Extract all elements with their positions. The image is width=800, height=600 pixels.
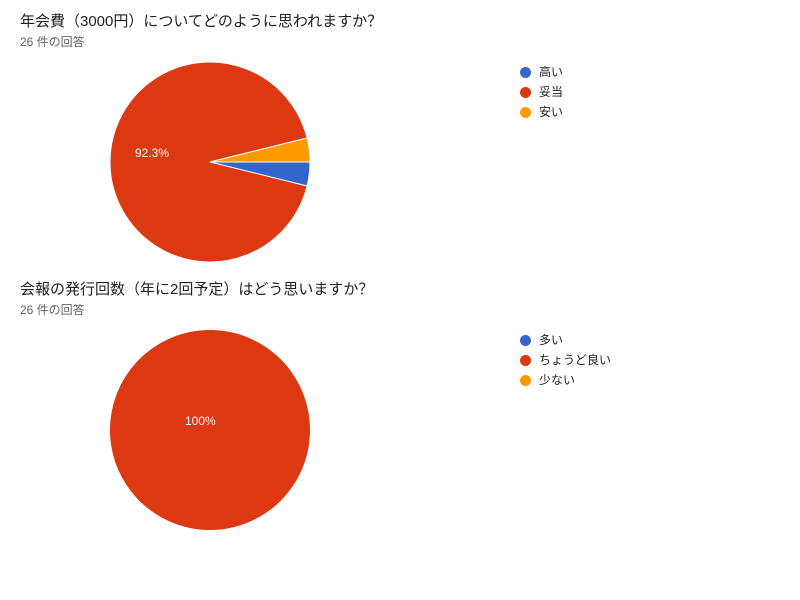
legend-item: ちょうど良い: [520, 352, 611, 368]
legend-item: 安い: [520, 104, 563, 120]
pie-wrap-2: 100%: [20, 326, 400, 534]
question-title-1: 年会費（3000円）についてどのように思われますか？: [20, 10, 780, 31]
legend-label: ちょうど良い: [539, 352, 611, 368]
legend-label: 安い: [539, 104, 563, 120]
legend-swatch: [520, 87, 531, 98]
response-count-1: 26 件の回答: [20, 33, 780, 50]
chart-row-2: 100% 多いちょうど良い少ない: [20, 326, 780, 534]
legend-item: 多い: [520, 332, 611, 348]
legend-label: 高い: [539, 64, 563, 80]
pie-wrap-1: 92.3%: [20, 58, 400, 266]
legend-label: 多い: [539, 332, 563, 348]
question-block-1: 年会費（3000円）についてどのように思われますか？ 26 件の回答 92.3%…: [20, 10, 780, 266]
response-count-2: 26 件の回答: [20, 301, 780, 318]
legend-swatch: [520, 107, 531, 118]
legend-swatch: [520, 375, 531, 386]
chart-row-1: 92.3% 高い妥当安い: [20, 58, 780, 266]
legend-label: 少ない: [539, 372, 575, 388]
legend-swatch: [520, 67, 531, 78]
pie-chart-2: [100, 326, 320, 534]
pie-slice: [110, 330, 310, 530]
legend-label: 妥当: [539, 84, 563, 100]
question-title-2: 会報の発行回数（年に2回予定）はどう思いますか？: [20, 278, 780, 299]
legend-1: 高い妥当安い: [400, 58, 563, 124]
pie-chart-1: [100, 58, 320, 266]
legend-item: 少ない: [520, 372, 611, 388]
question-block-2: 会報の発行回数（年に2回予定）はどう思いますか？ 26 件の回答 100% 多い…: [20, 278, 780, 534]
legend-swatch: [520, 335, 531, 346]
legend-swatch: [520, 355, 531, 366]
legend-2: 多いちょうど良い少ない: [400, 326, 611, 392]
legend-item: 妥当: [520, 84, 563, 100]
legend-item: 高い: [520, 64, 563, 80]
